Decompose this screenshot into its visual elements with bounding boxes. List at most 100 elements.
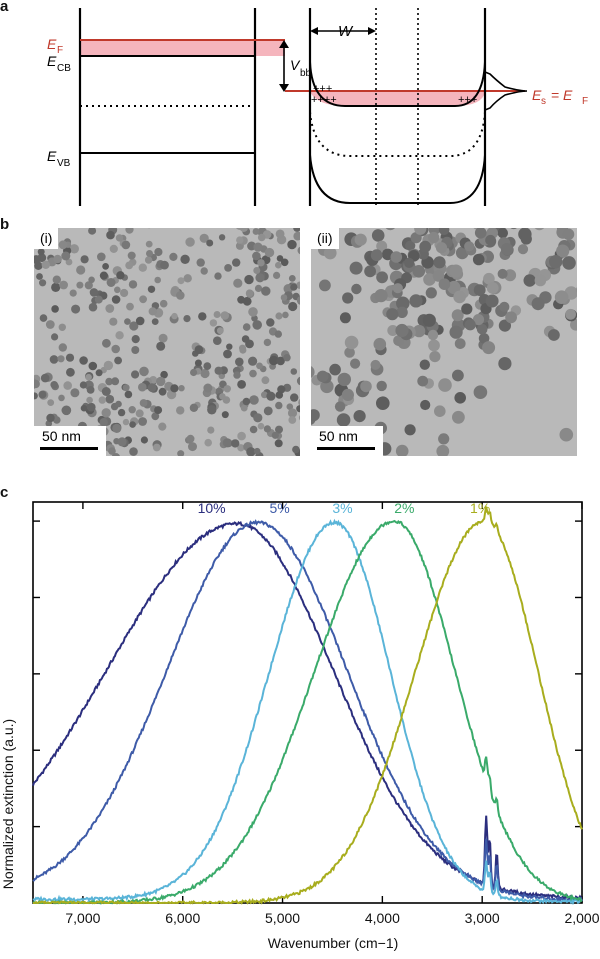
nanocrystal-particle bbox=[320, 379, 334, 394]
nanocrystal-particle bbox=[517, 244, 529, 255]
nanocrystal-particle bbox=[235, 357, 244, 367]
nanocrystal-particle bbox=[454, 338, 466, 349]
nanocrystal-particle bbox=[438, 378, 452, 392]
nanocrystal-particle bbox=[449, 264, 463, 278]
nanocrystal-particle bbox=[129, 447, 138, 456]
vb-label: E bbox=[47, 148, 57, 164]
surface-charges-right: +++ bbox=[458, 94, 477, 106]
nanocrystal-particle bbox=[59, 280, 68, 290]
nanocrystal-particle bbox=[497, 228, 508, 239]
nanocrystal-particle bbox=[86, 386, 95, 394]
fermi-subscript: F bbox=[57, 45, 63, 56]
nanocrystal-particle bbox=[203, 383, 213, 393]
nanocrystal-particle bbox=[156, 341, 166, 351]
nanocrystal-particle bbox=[145, 240, 153, 248]
nanocrystal-particle bbox=[88, 276, 95, 284]
nanocrystal-particle bbox=[454, 392, 466, 404]
nanocrystal-particle bbox=[34, 255, 41, 264]
nanocrystal-particle bbox=[70, 388, 80, 398]
nanocrystal-particle bbox=[109, 317, 118, 326]
nanocrystal-particle bbox=[58, 394, 65, 402]
nanocrystal-particle bbox=[129, 321, 139, 331]
nanocrystal-particle bbox=[131, 346, 140, 354]
nanocrystal-particle bbox=[126, 302, 134, 311]
nanocrystal-particle bbox=[498, 357, 512, 371]
nanocrystal-particle bbox=[288, 301, 298, 312]
nanocrystal-particle bbox=[242, 397, 251, 406]
nanocrystal-particle bbox=[451, 309, 464, 322]
nanocrystal-particle bbox=[124, 318, 131, 325]
nanocrystal-particle bbox=[198, 312, 207, 321]
nanocrystal-particle bbox=[102, 263, 109, 270]
nanocrystal-particle bbox=[37, 248, 45, 256]
nanocrystal-particle bbox=[353, 410, 366, 423]
nanocrystal-particle bbox=[47, 399, 55, 406]
vbb-subscript: bb bbox=[300, 68, 312, 79]
nanocrystal-particle bbox=[200, 267, 208, 275]
nanocrystal-particle bbox=[214, 366, 223, 375]
nanocrystal-particle bbox=[482, 341, 496, 355]
nanocrystal-particle bbox=[297, 246, 300, 255]
series-label: 3% bbox=[332, 500, 352, 516]
nanocrystal-particle bbox=[101, 387, 111, 396]
nanocrystal-particle bbox=[275, 229, 285, 239]
nanocrystal-particle bbox=[351, 283, 362, 295]
nanocrystal-particle bbox=[124, 390, 133, 399]
nanocrystal-particle bbox=[79, 381, 87, 389]
nanocrystal-particle bbox=[138, 382, 147, 392]
surface-level-equals: = E bbox=[547, 87, 573, 103]
nanocrystal-particle bbox=[364, 265, 376, 278]
nanocrystal-particle bbox=[183, 274, 192, 283]
nanocrystal-particle bbox=[404, 257, 415, 268]
nanocrystal-particle bbox=[427, 329, 439, 341]
nanocrystal-particle bbox=[219, 393, 226, 400]
nanocrystal-particle bbox=[261, 286, 271, 296]
nanocrystal-particle bbox=[111, 295, 121, 304]
nanocrystal-particle bbox=[109, 244, 118, 253]
nanocrystal-particle bbox=[385, 228, 395, 231]
nanocrystal-particle bbox=[288, 416, 297, 424]
nanocrystal-particle bbox=[111, 377, 120, 386]
nanocrystal-particle bbox=[350, 358, 361, 369]
tem-image-left: (i) 50 nm bbox=[34, 228, 300, 456]
nanocrystal-particle bbox=[233, 278, 243, 288]
vbb-arrow-head-top bbox=[279, 40, 289, 48]
nanocrystal-particle bbox=[121, 240, 131, 250]
nanocrystal-particle bbox=[53, 254, 62, 264]
series-line bbox=[32, 520, 583, 901]
nanocrystal-particle bbox=[88, 228, 97, 235]
nanocrystal-particle bbox=[232, 258, 241, 267]
nanocrystal-particle bbox=[190, 368, 198, 377]
nanocrystal-particle bbox=[412, 265, 426, 278]
nanocrystal-particle bbox=[342, 292, 354, 304]
nanocrystal-particle bbox=[432, 270, 445, 282]
nanocrystal-particle bbox=[76, 265, 86, 275]
nanocrystal-particle bbox=[534, 228, 545, 231]
nanocrystal-particle bbox=[111, 344, 120, 354]
nanocrystal-particle bbox=[223, 385, 231, 393]
nanocrystal-particle bbox=[298, 415, 300, 421]
nanocrystal-particle bbox=[45, 320, 55, 329]
nanocrystal-particle bbox=[52, 275, 61, 284]
nanocrystal-particle bbox=[254, 284, 263, 292]
nanocrystal-particle bbox=[39, 279, 47, 287]
nanocrystal-particle bbox=[99, 418, 108, 427]
nanocrystal-particle bbox=[41, 260, 50, 269]
nanocrystal-particle bbox=[106, 230, 115, 240]
nanocrystal-particle bbox=[138, 417, 147, 426]
nanocrystal-particle bbox=[261, 391, 268, 399]
nanocrystal-particle bbox=[139, 399, 148, 407]
series-label: 5% bbox=[269, 500, 289, 516]
nanocrystal-particle bbox=[422, 313, 436, 327]
nanocrystal-particle bbox=[287, 239, 297, 250]
nanocrystal-particle bbox=[69, 289, 77, 297]
nanocrystal-particle bbox=[344, 335, 359, 350]
nanocrystal-particle bbox=[523, 274, 536, 287]
nanocrystal-particle bbox=[156, 376, 166, 387]
nanocrystal-particle bbox=[178, 385, 185, 392]
nanocrystal-particle bbox=[97, 252, 106, 262]
nanocrystal-particle bbox=[233, 371, 241, 379]
surface-level-equals-subscript: F bbox=[582, 96, 588, 107]
nanocrystal-particle bbox=[240, 404, 248, 412]
nanocrystal-particle bbox=[180, 254, 190, 264]
